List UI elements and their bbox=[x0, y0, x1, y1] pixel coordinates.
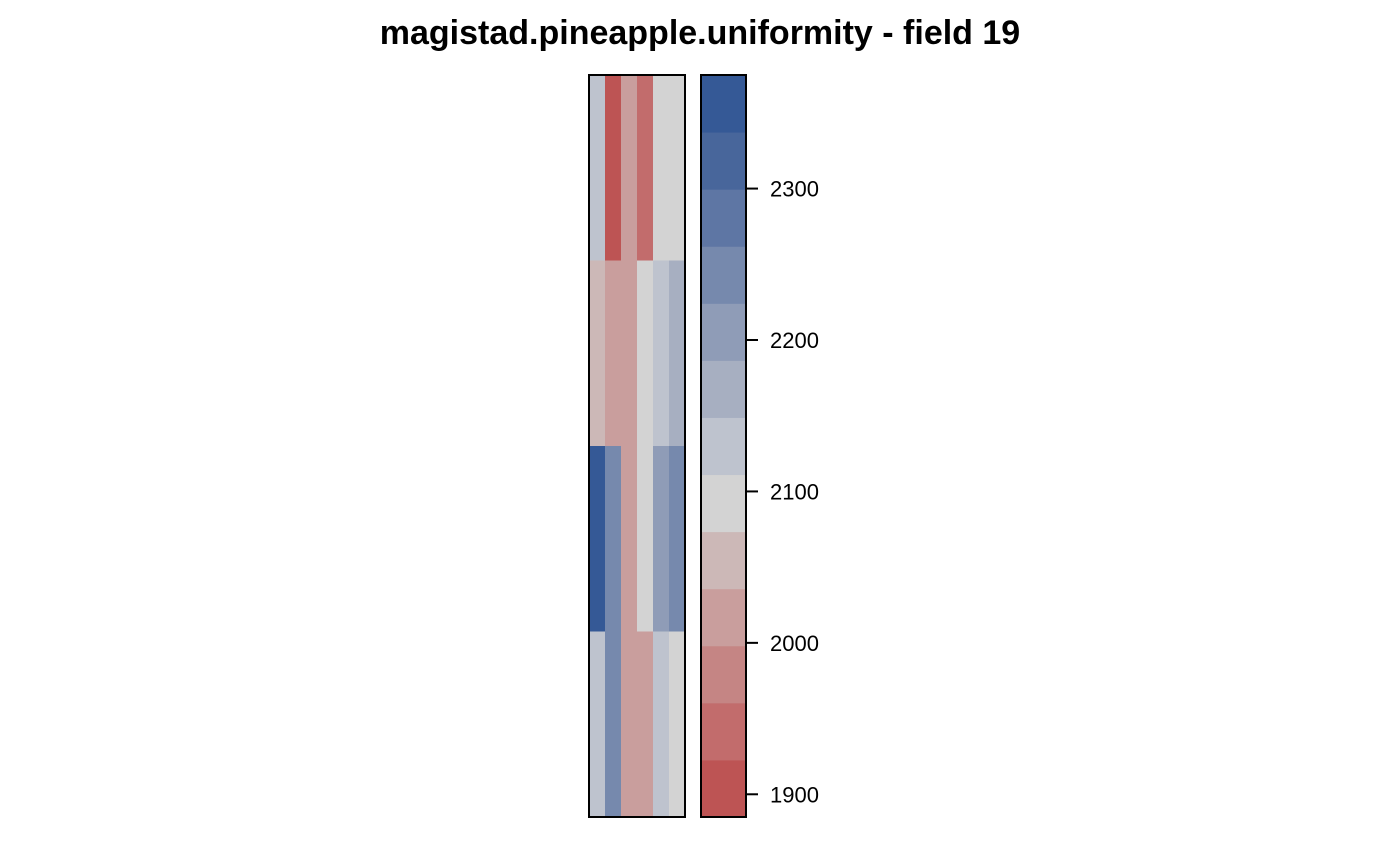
heatmap-cell bbox=[589, 260, 606, 447]
heatmap-cell bbox=[637, 446, 654, 632]
heatmap-cell bbox=[621, 260, 638, 447]
legend-tick-label: 1900 bbox=[770, 782, 819, 807]
heatmap-cell bbox=[621, 631, 638, 818]
heatmap-cell bbox=[605, 631, 622, 818]
heatmap-cell bbox=[589, 75, 606, 261]
heatmap-cell bbox=[605, 260, 622, 447]
color-legend bbox=[701, 75, 746, 818]
legend-tick-label: 2300 bbox=[770, 177, 819, 202]
legend-color-bin bbox=[701, 702, 746, 761]
legend-color-bin bbox=[701, 189, 746, 247]
heatmap-cell bbox=[605, 446, 622, 632]
heatmap-cell bbox=[589, 446, 606, 632]
legend-color-bin bbox=[701, 417, 746, 476]
heatmap-cell bbox=[637, 260, 654, 447]
heatmap-cell bbox=[669, 631, 686, 818]
legend-color-bin bbox=[701, 360, 746, 418]
legend-color-bin bbox=[701, 531, 746, 590]
legend-tick-label: 2000 bbox=[770, 631, 819, 656]
heatmap-cell bbox=[653, 631, 670, 818]
heatmap-cell bbox=[669, 446, 686, 632]
legend-tick-label: 2100 bbox=[770, 479, 819, 504]
heatmap-cell bbox=[653, 446, 670, 632]
legend-color-bin bbox=[701, 645, 746, 704]
heatmap-cell bbox=[637, 75, 654, 261]
chart-title: magistad.pineapple.uniformity - field 19 bbox=[380, 14, 1020, 52]
heatmap-cell bbox=[621, 446, 638, 632]
heatmap-cells bbox=[589, 75, 686, 818]
heatmap-cell bbox=[669, 260, 686, 447]
legend-border bbox=[700, 74, 747, 818]
legend-color-bin bbox=[701, 246, 746, 304]
heatmap-cell bbox=[621, 75, 638, 261]
legend-ticks: 1900 2000 2100 2200 2300 bbox=[746, 177, 819, 807]
legend-color-bin bbox=[701, 303, 746, 361]
legend-color-bin bbox=[701, 474, 746, 533]
heatmap-cell bbox=[637, 631, 654, 818]
heatmap-cell bbox=[669, 75, 686, 261]
legend-tick-label: 2200 bbox=[770, 328, 819, 353]
heatmap-cell bbox=[653, 260, 670, 447]
heatmap-cell bbox=[589, 631, 606, 818]
heatmap-cell bbox=[653, 75, 670, 261]
legend-color-bin bbox=[701, 588, 746, 647]
heatmap-border bbox=[588, 74, 686, 818]
heatmap-cell bbox=[605, 75, 622, 261]
legend-color-bin bbox=[701, 132, 746, 190]
legend-color-bin bbox=[701, 75, 746, 133]
legend-color-bin bbox=[701, 759, 746, 818]
